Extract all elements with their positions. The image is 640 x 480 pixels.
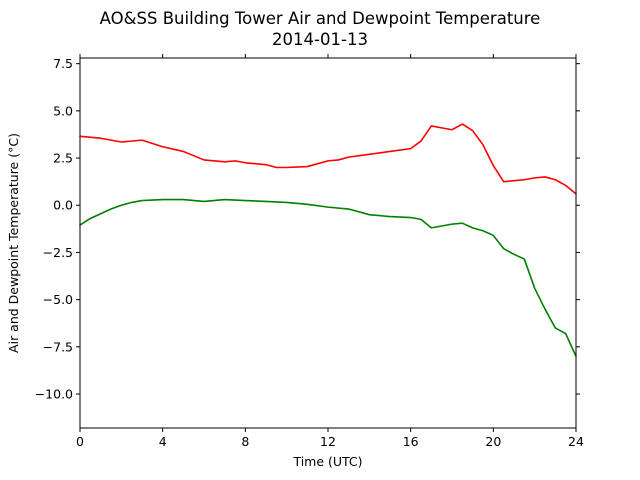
y-axis-label: Air and Dewpoint Temperature (°C) — [6, 133, 21, 353]
y-tick-label: −2.5 — [43, 245, 73, 260]
chart-title: AO&SS Building Tower Air and Dewpoint Te… — [100, 9, 541, 28]
chart-subtitle: 2014-01-13 — [272, 30, 368, 49]
axes-frame — [79, 57, 577, 429]
x-tick-label: 8 — [241, 434, 249, 449]
y-tick-label: 0.0 — [53, 198, 73, 213]
series-line-1 — [79, 198, 577, 358]
x-axis-label: Time (UTC) — [292, 454, 362, 469]
x-tick-label: 20 — [485, 434, 501, 449]
x-tick-label: 4 — [159, 434, 167, 449]
y-tick-label: −7.5 — [43, 339, 73, 354]
x-tick-label: 24 — [568, 434, 584, 449]
y-tick-label: 5.0 — [53, 103, 73, 118]
series-line-0 — [79, 123, 577, 195]
x-tick-label: 12 — [320, 434, 336, 449]
x-tick-label: 0 — [76, 434, 84, 449]
y-tick-label: 2.5 — [53, 151, 73, 166]
y-tick-label: 7.5 — [53, 56, 73, 71]
y-tick-label: −10.0 — [35, 387, 73, 402]
y-tick-label: −5.0 — [43, 292, 73, 307]
plot-area: 0 4 8 12 16 20 24 7.5 5.0 2.5 0.0 −2.5 −5.0 −7.5 −10.0 — [35, 54, 584, 449]
x-tick-label: 16 — [403, 434, 419, 449]
